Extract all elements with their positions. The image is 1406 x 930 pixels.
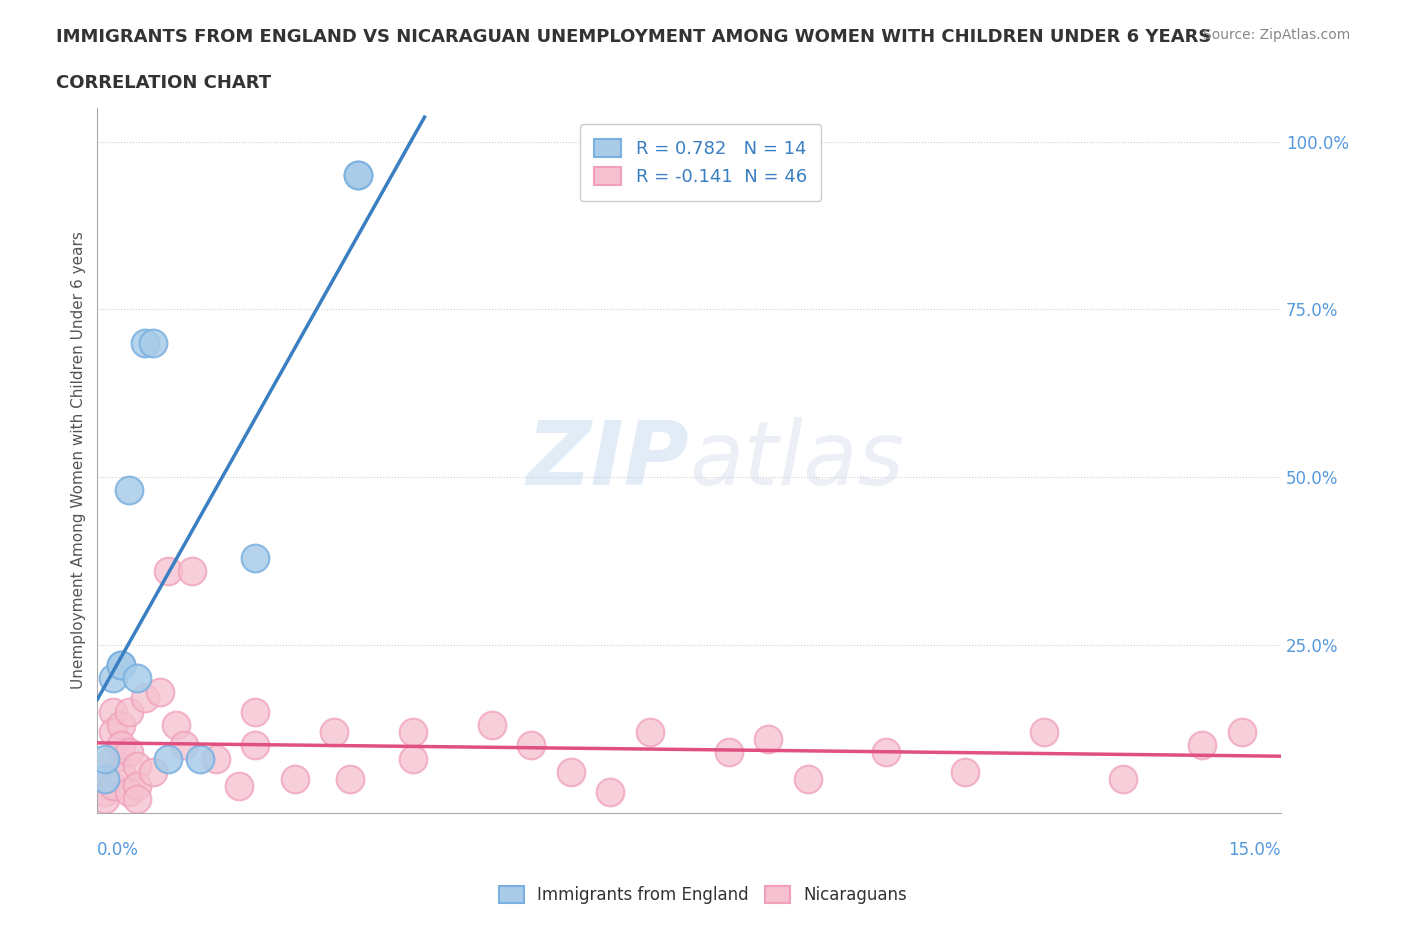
Point xyxy=(94,791,117,806)
Point xyxy=(173,738,195,753)
Point xyxy=(638,724,661,739)
Y-axis label: Unemployment Among Women with Children Under 6 years: Unemployment Among Women with Children U… xyxy=(72,232,86,689)
Point xyxy=(1112,772,1135,787)
Point xyxy=(101,751,124,766)
Point xyxy=(1033,724,1056,739)
Legend: Immigrants from England, Nicaraguans: Immigrants from England, Nicaraguans xyxy=(491,878,915,912)
Point xyxy=(560,764,582,779)
Point xyxy=(284,772,307,787)
Point xyxy=(118,745,141,760)
Point xyxy=(125,778,148,793)
Point xyxy=(110,718,132,733)
Point xyxy=(955,764,977,779)
Point xyxy=(875,745,897,760)
Point xyxy=(149,684,172,699)
Point xyxy=(717,745,740,760)
Point xyxy=(346,167,368,182)
Point xyxy=(796,772,818,787)
Point xyxy=(339,772,361,787)
Point xyxy=(157,564,180,578)
Point xyxy=(402,724,425,739)
Point xyxy=(165,718,187,733)
Point xyxy=(1230,724,1253,739)
Point xyxy=(101,671,124,685)
Point xyxy=(94,785,117,800)
Point xyxy=(110,658,132,672)
Text: atlas: atlas xyxy=(689,418,904,503)
Point xyxy=(142,336,165,351)
Point xyxy=(94,751,117,766)
Point xyxy=(243,551,266,565)
Text: 15.0%: 15.0% xyxy=(1229,841,1281,858)
Point xyxy=(134,691,156,706)
Point xyxy=(134,336,156,351)
Point xyxy=(402,751,425,766)
Point xyxy=(101,724,124,739)
Point xyxy=(94,772,117,787)
Point xyxy=(125,671,148,685)
Point xyxy=(125,758,148,773)
Text: ZIP: ZIP xyxy=(526,417,689,504)
Text: CORRELATION CHART: CORRELATION CHART xyxy=(56,74,271,92)
Point xyxy=(520,738,543,753)
Legend: R = 0.782   N = 14, R = -0.141  N = 46: R = 0.782 N = 14, R = -0.141 N = 46 xyxy=(579,124,821,201)
Point xyxy=(756,731,779,746)
Text: 0.0%: 0.0% xyxy=(97,841,139,858)
Point xyxy=(346,167,368,182)
Point xyxy=(481,718,503,733)
Point xyxy=(1191,738,1213,753)
Point xyxy=(599,785,621,800)
Point xyxy=(118,785,141,800)
Text: IMMIGRANTS FROM ENGLAND VS NICARAGUAN UNEMPLOYMENT AMONG WOMEN WITH CHILDREN UND: IMMIGRANTS FROM ENGLAND VS NICARAGUAN UN… xyxy=(56,28,1212,46)
Text: Source: ZipAtlas.com: Source: ZipAtlas.com xyxy=(1202,28,1350,42)
Point xyxy=(110,738,132,753)
Point xyxy=(188,751,211,766)
Point xyxy=(204,751,226,766)
Point xyxy=(118,704,141,719)
Point xyxy=(323,724,346,739)
Point xyxy=(101,704,124,719)
Point xyxy=(110,764,132,779)
Point xyxy=(243,738,266,753)
Point xyxy=(118,483,141,498)
Point xyxy=(181,564,204,578)
Point xyxy=(125,791,148,806)
Point xyxy=(142,764,165,779)
Point xyxy=(243,704,266,719)
Point xyxy=(94,772,117,787)
Point xyxy=(157,751,180,766)
Point xyxy=(101,778,124,793)
Point xyxy=(228,778,250,793)
Point xyxy=(110,658,132,672)
